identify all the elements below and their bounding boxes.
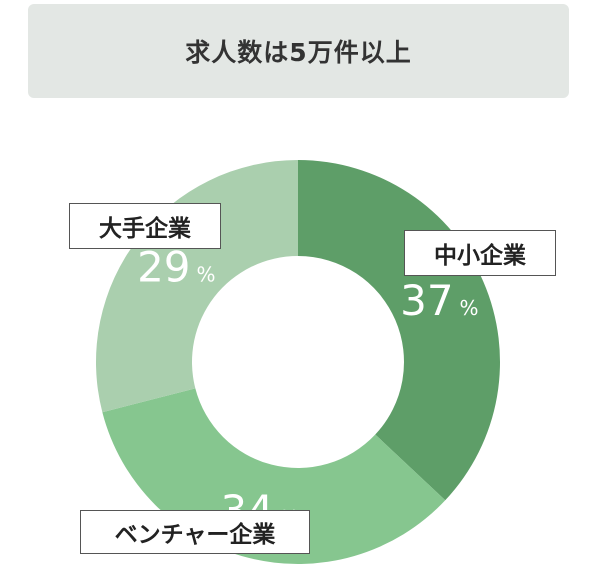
legend-label-sme: 中小企業 bbox=[404, 230, 556, 276]
label-sme-text: 中小企業 bbox=[434, 243, 526, 269]
slice-large-company bbox=[95, 160, 298, 413]
slice-sme bbox=[298, 160, 500, 501]
label-venture-text: ベンチャー企業 bbox=[114, 522, 276, 548]
header-banner: 求人数は5万件以上 bbox=[28, 4, 569, 98]
pct-label-sme: 37% bbox=[400, 276, 478, 325]
page-title: 求人数は5万件以上 bbox=[185, 38, 412, 67]
legend-label-venture: ベンチャー企業 bbox=[80, 510, 310, 554]
pct-label-large-company: 29% bbox=[137, 243, 215, 292]
label-large-company-text: 大手企業 bbox=[99, 216, 191, 242]
legend-label-large-company: 大手企業 bbox=[69, 203, 221, 249]
